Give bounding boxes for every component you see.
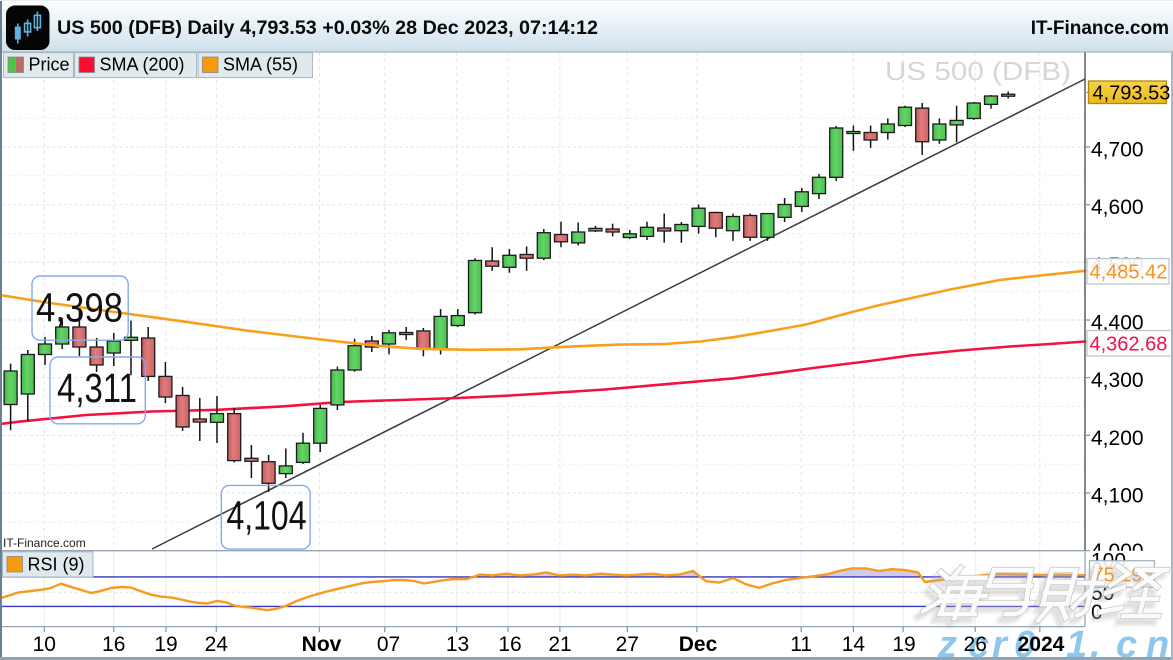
svg-text:4,398: 4,398 <box>36 285 123 331</box>
svg-text:16: 16 <box>102 633 125 656</box>
svg-text:IT-Finance.com: IT-Finance.com <box>1031 18 1169 39</box>
svg-text:13: 13 <box>446 633 469 656</box>
svg-text:16: 16 <box>498 633 521 656</box>
svg-text:4,300: 4,300 <box>1091 369 1144 392</box>
svg-text:4,311: 4,311 <box>57 365 137 411</box>
svg-text:SMA (55): SMA (55) <box>223 55 298 75</box>
svg-text:1: 1 <box>1066 624 1087 660</box>
svg-text:19: 19 <box>154 633 177 656</box>
svg-text:4,793.53: 4,793.53 <box>1093 83 1171 105</box>
svg-text:n: n <box>1146 624 1169 660</box>
svg-text:0: 0 <box>1014 624 1035 660</box>
svg-text:14: 14 <box>842 633 866 656</box>
svg-text:Price: Price <box>29 55 70 75</box>
svg-text:US 500 (DFB): US 500 (DFB) <box>885 56 1071 86</box>
svg-text:SMA (200): SMA (200) <box>100 55 185 75</box>
svg-text:Nov: Nov <box>302 633 342 656</box>
svg-text:24: 24 <box>205 633 229 656</box>
svg-text:4,700: 4,700 <box>1091 139 1144 162</box>
svg-text:r: r <box>992 624 1009 660</box>
svg-text:4,104: 4,104 <box>227 493 307 539</box>
svg-text:US 500 (DFB) Daily 4,793.53 +0: US 500 (DFB) Daily 4,793.53 +0.03% 28 De… <box>57 18 598 39</box>
svg-text:4,000: 4,000 <box>1091 540 1144 563</box>
svg-text:2024: 2024 <box>1018 633 1065 656</box>
svg-text:z: z <box>937 624 957 660</box>
svg-text:4,600: 4,600 <box>1091 196 1144 219</box>
svg-text:c: c <box>968 624 989 660</box>
svg-text:4,362.68: 4,362.68 <box>1090 334 1168 356</box>
svg-text:c: c <box>1116 624 1137 660</box>
svg-text:4,200: 4,200 <box>1091 427 1144 450</box>
svg-text:26: 26 <box>964 633 987 656</box>
svg-text:19: 19 <box>892 633 915 656</box>
svg-text:21: 21 <box>548 633 571 656</box>
svg-text:.: . <box>1090 624 1101 660</box>
svg-text:4,400: 4,400 <box>1091 312 1144 335</box>
svg-text:RSI (9): RSI (9) <box>28 555 85 575</box>
svg-text:4,100: 4,100 <box>1091 485 1144 508</box>
svg-text:IT-Finance.com: IT-Finance.com <box>3 536 86 550</box>
svg-text:07: 07 <box>377 633 400 656</box>
svg-text:4,485.42: 4,485.42 <box>1090 262 1168 284</box>
svg-text:Dec: Dec <box>679 633 718 656</box>
svg-text:11: 11 <box>790 633 812 656</box>
svg-text:27: 27 <box>616 633 639 656</box>
svg-text:10: 10 <box>33 633 56 656</box>
svg-text:0: 0 <box>1091 601 1103 624</box>
